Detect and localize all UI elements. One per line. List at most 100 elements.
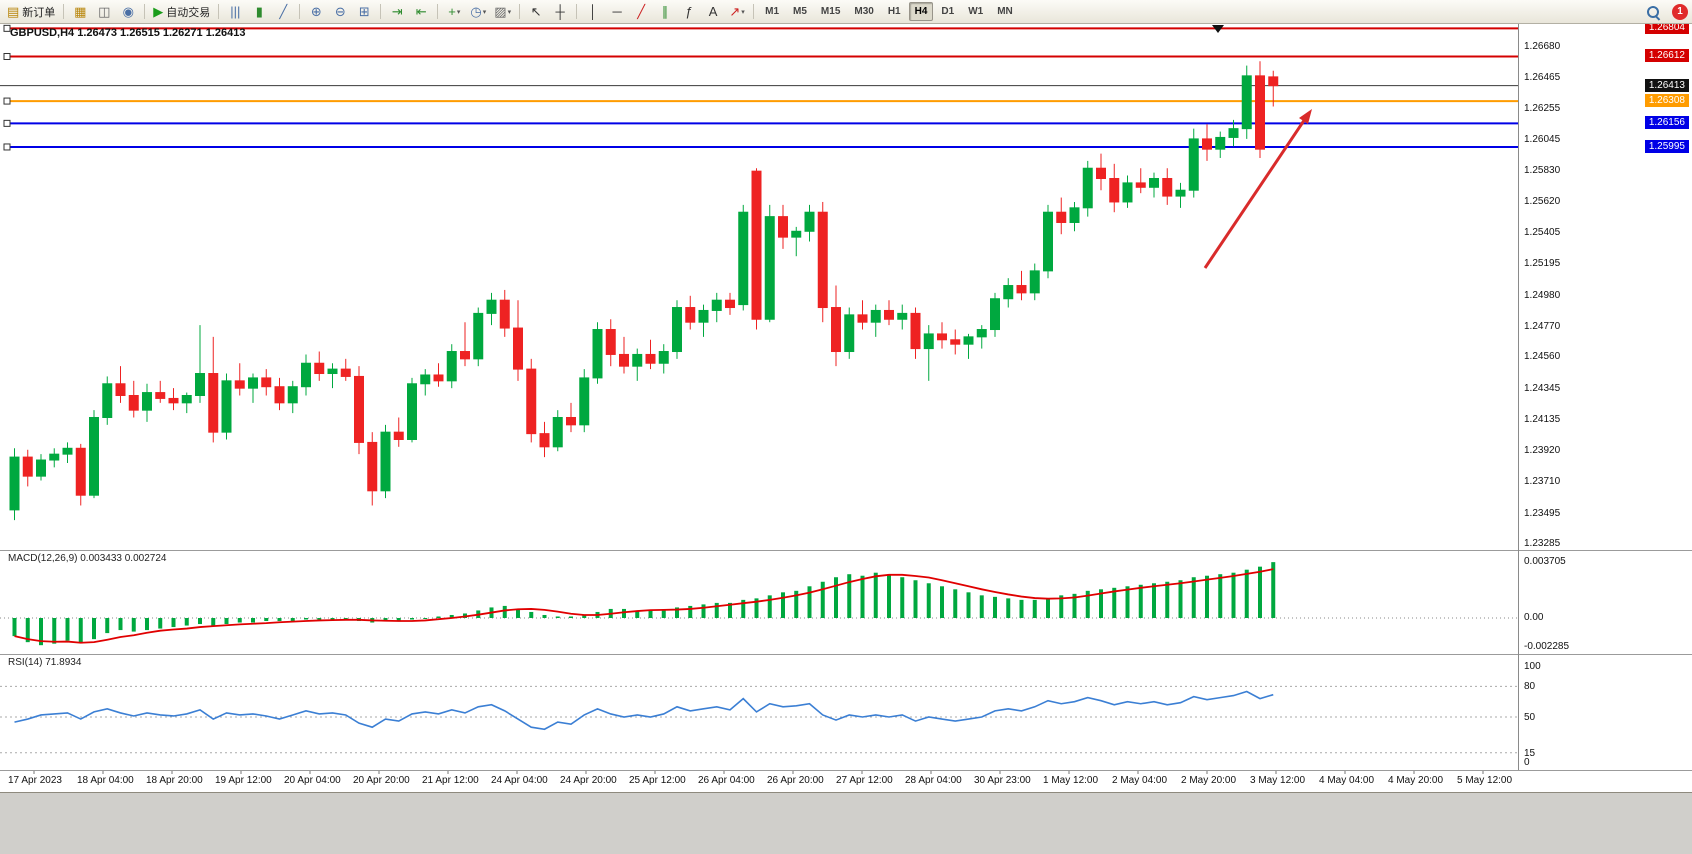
macd-bar — [118, 618, 123, 631]
periods-button[interactable]: ◷ ▾ — [467, 2, 489, 22]
price-axis-tick: 1.24770 — [1524, 320, 1561, 332]
macd-bar — [198, 618, 202, 625]
vertical-line-button[interactable]: │ — [582, 2, 604, 22]
timeframe-m5-button[interactable]: M5 — [787, 2, 813, 21]
price-level-badge[interactable]: 1.25995 — [1644, 139, 1689, 153]
price-level-badge[interactable]: 1.26156 — [1644, 116, 1689, 130]
profiles-icon: ◫ — [98, 4, 111, 19]
macd-bar — [1138, 584, 1143, 618]
timeframe-w1-button[interactable]: W1 — [962, 2, 989, 21]
candle-body — [248, 377, 258, 389]
timeframe-d1-button[interactable]: D1 — [935, 2, 960, 21]
price-level-badge[interactable]: 1.26612 — [1644, 49, 1689, 63]
auto-scroll-button[interactable]: ⇥ — [386, 2, 408, 22]
channel-button[interactable]: ∥ — [654, 2, 676, 22]
zoom-out-button[interactable]: ⊖ — [329, 2, 351, 22]
charts-group-button[interactable]: ▦ — [69, 2, 91, 22]
price-axis-separator[interactable] — [1518, 24, 1519, 770]
candle-body — [1241, 75, 1252, 130]
trend-arrow-line[interactable] — [1203, 118, 1307, 269]
candle-body — [1135, 182, 1146, 188]
indicators-button[interactable]: + ▾ — [443, 2, 465, 22]
candle-body — [1268, 76, 1279, 87]
timeframe-h4-button[interactable]: H4 — [908, 2, 934, 21]
macd-bar — [1046, 598, 1050, 618]
macd-bar — [1258, 566, 1262, 618]
macd-bar — [423, 618, 428, 619]
line-handle[interactable] — [3, 97, 11, 105]
bar-chart-button[interactable]: ||| — [224, 2, 246, 22]
candle-body — [195, 373, 205, 397]
candle-body — [301, 362, 311, 388]
candle-body — [208, 373, 219, 433]
macd-bar — [529, 611, 534, 618]
candle-body — [526, 368, 537, 435]
candle-body — [751, 170, 762, 320]
line-handle[interactable] — [3, 143, 11, 151]
timeframe-m30-button[interactable]: M30 — [848, 2, 879, 21]
line-handle[interactable] — [3, 24, 11, 32]
price-axis-tick: 1.26045 — [1524, 133, 1561, 145]
timeframe-h1-button[interactable]: H1 — [882, 2, 907, 21]
candle-body — [990, 298, 1000, 331]
line-handle[interactable] — [3, 119, 11, 127]
candle-body — [592, 329, 603, 379]
price-level-badge[interactable]: 1.26804 — [1644, 21, 1689, 35]
candle-body — [711, 299, 722, 311]
rsi-panel-separator[interactable] — [0, 654, 1692, 655]
market-watch-button[interactable]: ◉ — [117, 2, 139, 22]
price-level-badge[interactable]: 1.26308 — [1644, 94, 1689, 108]
new-order-icon: ▤ — [7, 4, 20, 19]
candle-body — [499, 299, 510, 329]
time-axis-tick: 18 Apr 20:00 — [146, 775, 203, 786]
macd-bar — [887, 574, 891, 618]
toolbar-separator — [380, 4, 382, 19]
tile-windows-button[interactable]: ⊞ — [353, 2, 375, 22]
timeframe-m1-button[interactable]: M1 — [759, 2, 785, 21]
rsi-line — [14, 690, 1274, 731]
templates-button[interactable]: ▨ ▾ — [491, 2, 514, 22]
profiles-button[interactable]: ◫ — [93, 2, 115, 22]
search-button[interactable] — [1642, 2, 1664, 22]
fibonacci-icon: ƒ — [685, 4, 693, 19]
trendline-button[interactable]: ╱ — [630, 2, 652, 22]
horizontal-line-button[interactable]: ─ — [606, 2, 628, 22]
notification-badge[interactable]: 1 — [1672, 3, 1688, 20]
candle-body — [1082, 167, 1093, 209]
time-axis-separator — [0, 770, 1692, 771]
auto-scroll-icon: ⇥ — [391, 4, 403, 19]
candlestick-button[interactable]: ▮ — [248, 2, 270, 22]
candle-body — [1188, 138, 1199, 191]
trend-arrow-head[interactable] — [1299, 109, 1312, 124]
fibonacci-button[interactable]: ƒ — [678, 2, 700, 22]
time-axis-tick: 21 Apr 12:00 — [422, 775, 479, 786]
line-handle[interactable] — [3, 52, 11, 60]
candle-body — [579, 377, 590, 426]
timeframe-mn-button[interactable]: MN — [991, 2, 1019, 21]
new-order-button[interactable]: ▤ 新订单 — [4, 2, 58, 22]
macd-panel-separator[interactable] — [0, 550, 1692, 551]
toolbar: ▤ 新订单 ▦ ◫ ◉ ▶ 自动交易 ||| ▮ ╱ ⊕ ⊖ ⊞ ⇥ ⇤ + ▾ ◷ ▾ ▨ ▾ ↖ ┼ │ ─ ╱ ∥ ƒ… — [0, 0, 1692, 24]
candle-body — [539, 433, 550, 448]
candle-body — [778, 216, 788, 238]
timeframe-m15-button[interactable]: M15 — [815, 2, 846, 21]
macd-bar — [317, 618, 322, 620]
cursor-button[interactable]: ↖ — [525, 2, 547, 22]
chart-shift-button[interactable]: ⇤ — [410, 2, 432, 22]
text-button[interactable]: A — [702, 2, 724, 22]
zoom-in-button[interactable]: ⊕ — [305, 2, 327, 22]
timeframe-bar: M1 M5 M15 M30 H1 H4 D1 W1 MN — [759, 2, 1019, 21]
candle-body — [327, 368, 338, 375]
candle-body — [181, 395, 192, 404]
candle-body — [1149, 177, 1159, 188]
autotrading-button[interactable]: ▶ 自动交易 — [150, 2, 213, 22]
candle-body — [1202, 138, 1212, 150]
price-axis-tick: 1.23920 — [1524, 445, 1561, 457]
crosshair-button[interactable]: ┼ — [549, 2, 571, 22]
candle-body — [791, 230, 802, 238]
line-chart-button[interactable]: ╱ — [272, 2, 294, 22]
macd-bar — [966, 592, 971, 618]
arrows-button[interactable]: ↗ ▾ — [726, 2, 748, 22]
time-axis-tick: 20 Apr 20:00 — [353, 775, 410, 786]
